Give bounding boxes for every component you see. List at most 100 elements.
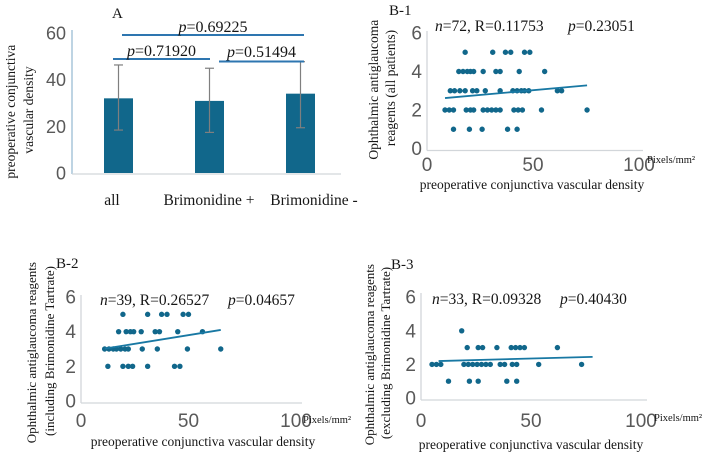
y-tick-label: 4 — [65, 322, 76, 343]
scatter-point — [158, 311, 165, 318]
scatter-point — [515, 107, 521, 113]
scatter-point — [490, 49, 496, 55]
scatter-point — [493, 68, 499, 75]
x-tick-label: 50 — [520, 411, 541, 432]
x-tick-label: 100 — [280, 411, 312, 432]
stats-label: n=72, R=0.11753 — [435, 18, 544, 35]
scatter-point — [429, 361, 435, 368]
scatter-point — [469, 88, 476, 94]
y-tick-label: 0 — [56, 164, 66, 184]
scatter-point — [475, 344, 481, 351]
x-axis-label: preoperative conjunctiva vascular densit… — [420, 177, 645, 192]
scatter-point — [462, 88, 468, 94]
scatter-point — [171, 363, 178, 370]
scatter-point — [154, 346, 161, 352]
scatter-point — [497, 361, 503, 368]
scatter-point — [483, 361, 489, 368]
scatter-point — [466, 378, 473, 384]
scatter-point — [470, 107, 477, 113]
stats-label: n=33, R=0.09328 — [432, 291, 541, 308]
scatter-point — [177, 363, 183, 370]
x-axis-unit: Pixels/mm² — [303, 415, 351, 426]
scatter-point — [125, 346, 131, 352]
scatter-point — [475, 378, 481, 384]
trend-line — [444, 84, 588, 99]
scatter-point — [508, 49, 514, 55]
scatter-point — [521, 49, 528, 55]
scatter-point — [450, 107, 457, 113]
scatter-point — [478, 361, 485, 368]
scatter-point — [516, 68, 522, 75]
scatter-point — [456, 68, 462, 75]
x-axis-unit: Pixels/mm² — [654, 413, 702, 424]
scatter-point — [514, 361, 520, 368]
y-tick-label: 6 — [65, 288, 76, 309]
panel-b2-y-axis-label: Ophthalmic antiglaucoma reagents (includ… — [24, 259, 57, 443]
scatter-point — [521, 344, 528, 351]
scatter-point — [464, 344, 470, 351]
scatter-point — [144, 363, 151, 370]
scatter-point — [139, 346, 145, 352]
scatter-point — [488, 107, 495, 113]
x-tick-label: 0 — [422, 155, 433, 176]
scatter-point — [517, 344, 523, 351]
category-label: Brimonidine + — [164, 192, 255, 209]
y-tick-label: 2 — [411, 101, 422, 122]
trend-line — [104, 329, 221, 350]
y-tick-label: 60 — [46, 24, 66, 44]
scatter-point — [184, 346, 191, 352]
y-tick-label: 40 — [46, 70, 66, 90]
scatter-point — [123, 328, 129, 335]
x-tick-label: 0 — [76, 411, 87, 432]
stats-label: n=39, R=0.26527 — [100, 292, 209, 309]
x-tick-label: 100 — [623, 155, 655, 176]
p-value-label: p=0.51494 — [226, 44, 296, 61]
scatter-point — [466, 126, 473, 132]
scatter-point — [558, 88, 565, 94]
scatter-point — [152, 328, 158, 335]
scatter-point — [445, 378, 452, 384]
y-tick-label: 6 — [411, 24, 422, 45]
scatter-point — [470, 68, 477, 75]
scatter-point — [433, 361, 440, 368]
y-tick-label: 2 — [405, 355, 416, 376]
x-tick-label: 50 — [178, 411, 199, 432]
x-axis-label: preoperative conjunctiva vascular densit… — [91, 434, 316, 449]
scatter-point — [514, 378, 520, 384]
y-tick-label: 20 — [46, 117, 66, 137]
scatter-point — [482, 88, 488, 94]
panel-b1-scatter-chart: B-1 Ophthalmic antiglaucoma reagents (al… — [366, 3, 695, 192]
scatter-point — [462, 49, 468, 55]
scatter-point — [502, 49, 509, 55]
scatter-point — [501, 361, 508, 368]
scatter-point — [493, 107, 499, 113]
scatter-point — [474, 88, 480, 94]
scatter-point — [138, 328, 144, 335]
scatter-point — [514, 126, 520, 132]
scatter-point — [442, 107, 448, 113]
panel-b2-label: B-2 — [56, 256, 79, 272]
scatter-point — [129, 363, 136, 370]
trend-line — [438, 355, 593, 362]
y-tick-label: 4 — [405, 321, 416, 342]
scatter-point — [480, 68, 486, 75]
scatter-point — [497, 68, 503, 75]
panel-b2-scatter-chart: B-2 Ophthalmic antiglaucoma reagents (in… — [24, 256, 351, 449]
panel-b3-scatter-chart: B-3 Ophthalmic antiglaucoma reagents (ex… — [362, 257, 702, 452]
scatter-point — [504, 126, 511, 132]
scatter-point — [508, 344, 514, 351]
scatter-point — [554, 344, 561, 351]
scatter-point — [554, 88, 561, 94]
x-tick-label: 0 — [416, 411, 427, 432]
scatter-point — [527, 49, 533, 55]
x-tick-label: 50 — [522, 155, 543, 176]
y-tick-label: 0 — [65, 392, 76, 413]
scatter-point — [497, 107, 503, 113]
p-value-label: p=0.40430 — [559, 291, 627, 308]
scatter-point — [164, 311, 170, 318]
scatter-point — [479, 344, 486, 351]
scatter-point — [185, 311, 192, 318]
panel-a-plot-area: 0 20 40 60 all Brimonidine + Brimonidine - p=0.… — [46, 19, 358, 209]
scatter-point — [465, 361, 471, 368]
